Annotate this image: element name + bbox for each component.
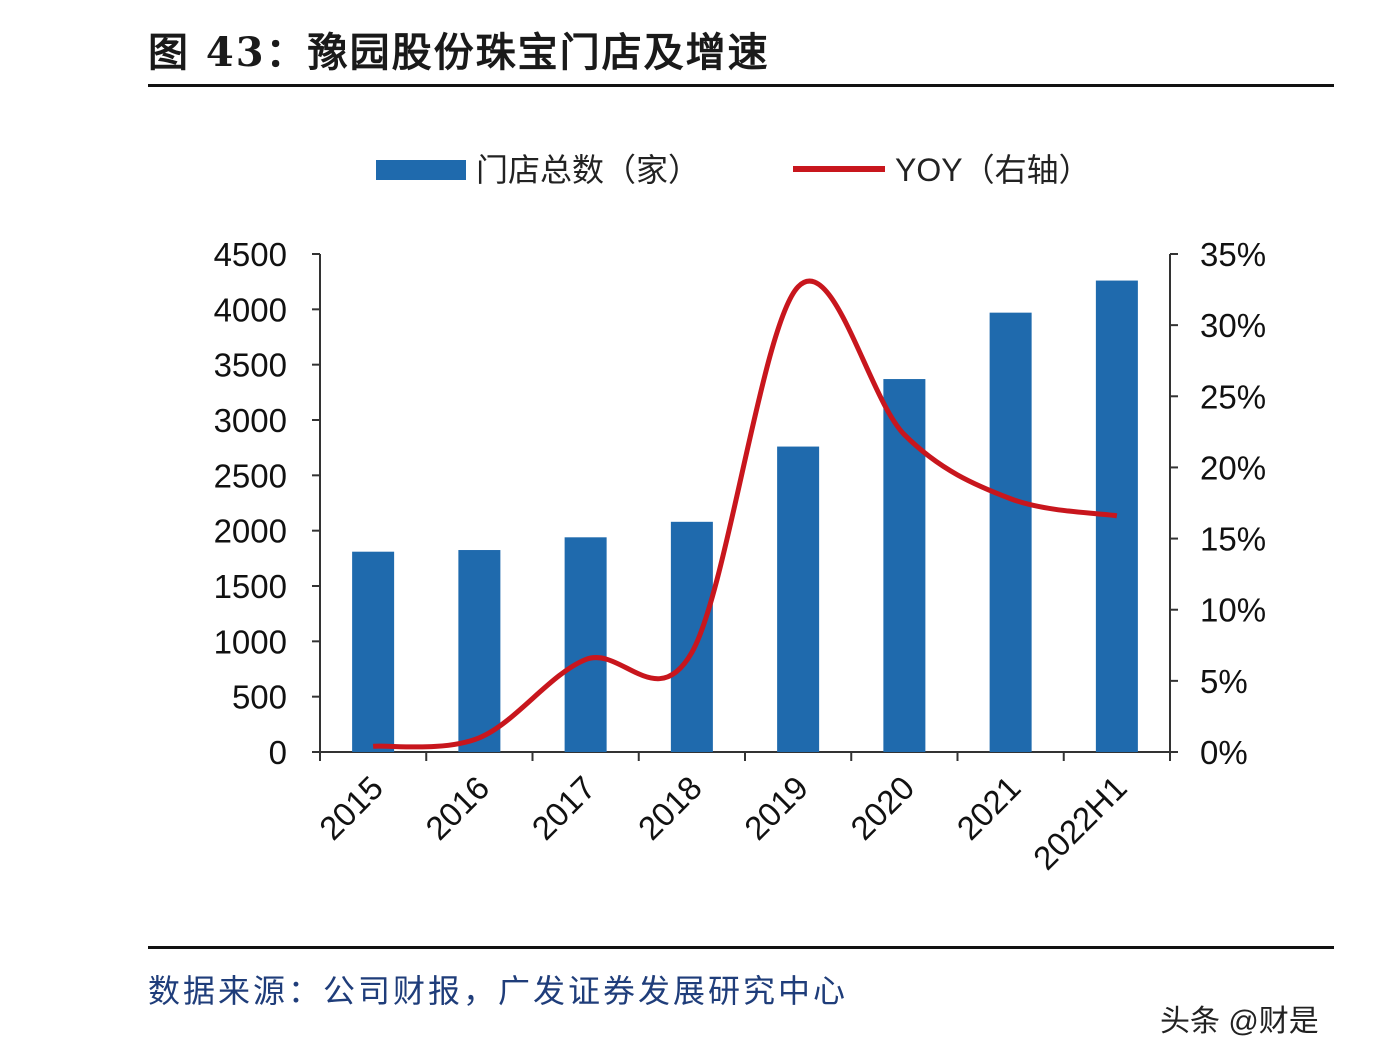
legend-line-label: YOY（右轴） <box>895 152 1091 188</box>
right-tick-label: 35% <box>1200 236 1266 273</box>
left-tick-label: 4500 <box>214 236 287 273</box>
right-tick-label: 5% <box>1200 663 1248 700</box>
x-tick-label: 2019 <box>737 769 815 847</box>
legend-bar-label: 门店总数（家） <box>476 152 700 188</box>
x-tick-label: 2015 <box>312 769 390 847</box>
right-tick-label: 15% <box>1200 521 1266 558</box>
x-tick-label: 2016 <box>418 769 496 847</box>
x-tick-label: 2018 <box>631 769 709 847</box>
bar-2019 <box>777 446 820 752</box>
title-rule <box>148 84 1334 87</box>
bar-2015 <box>352 551 395 752</box>
bar-2021 <box>989 312 1032 752</box>
right-tick-label: 30% <box>1200 307 1266 344</box>
left-tick-label: 500 <box>232 679 287 716</box>
source-note: 数据来源：公司财报，广发证券发展研究中心 <box>148 972 849 1010</box>
right-tick-label: 10% <box>1200 592 1266 629</box>
bar-2018 <box>670 521 713 752</box>
x-tick-label: 2022H1 <box>1026 769 1134 877</box>
left-tick-label: 4000 <box>214 291 287 328</box>
x-tick-label: 2021 <box>949 769 1027 847</box>
x-tick-label: 2020 <box>843 769 921 847</box>
right-tick-label: 20% <box>1200 449 1266 486</box>
left-tick-label: 0 <box>269 734 287 771</box>
yoy-line <box>372 278 1118 750</box>
source-rule <box>148 946 1334 949</box>
right-tick-label: 0% <box>1200 734 1248 771</box>
left-tick-label: 2000 <box>214 513 287 550</box>
left-tick-label: 3000 <box>214 402 287 439</box>
page-title: 图 43：豫园股份珠宝门店及增速 <box>148 29 770 76</box>
legend-bar-swatch <box>376 160 466 180</box>
left-tick-label: 1000 <box>214 623 287 660</box>
left-tick-label: 1500 <box>214 568 287 605</box>
bar-2020 <box>883 379 926 752</box>
watermark: 头条 @财是 <box>1160 1005 1319 1038</box>
x-tick-label: 2017 <box>524 769 602 847</box>
left-tick-label: 3500 <box>214 347 287 384</box>
bar-2016 <box>458 550 501 752</box>
bar-2017 <box>564 537 607 752</box>
left-tick-label: 2500 <box>214 457 287 494</box>
right-tick-label: 25% <box>1200 378 1266 415</box>
